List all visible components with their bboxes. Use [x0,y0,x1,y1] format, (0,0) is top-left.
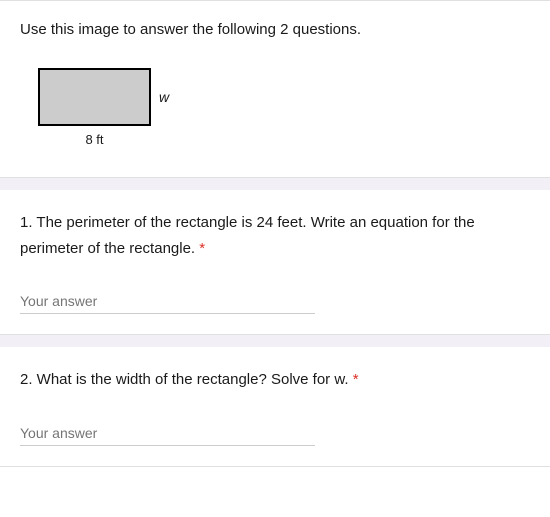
intro-section: Use this image to answer the following 2… [0,0,550,178]
question-1-answer-input[interactable] [20,289,315,314]
length-label: 8 ft [38,132,151,147]
required-marker: * [199,240,205,257]
question-2-body: 2. What is the width of the rectangle? S… [20,371,353,388]
required-marker: * [353,371,359,388]
question-2-text: 2. What is the width of the rectangle? S… [20,367,530,393]
diagram-rect-row: w [38,68,169,126]
rectangle-diagram: w 8 ft [38,68,530,147]
section-divider [0,335,550,347]
question-1-section: 1. The perimeter of the rectangle is 24 … [0,190,550,335]
width-variable-label: w [159,89,169,105]
question-1-body: 1. The perimeter of the rectangle is 24 … [20,214,475,257]
question-2-section: 2. What is the width of the rectangle? S… [0,347,550,467]
question-2-answer-input[interactable] [20,421,315,446]
intro-text: Use this image to answer the following 2… [20,21,530,38]
question-1-text: 1. The perimeter of the rectangle is 24 … [20,210,530,261]
rectangle-shape [38,68,151,126]
section-divider [0,178,550,190]
